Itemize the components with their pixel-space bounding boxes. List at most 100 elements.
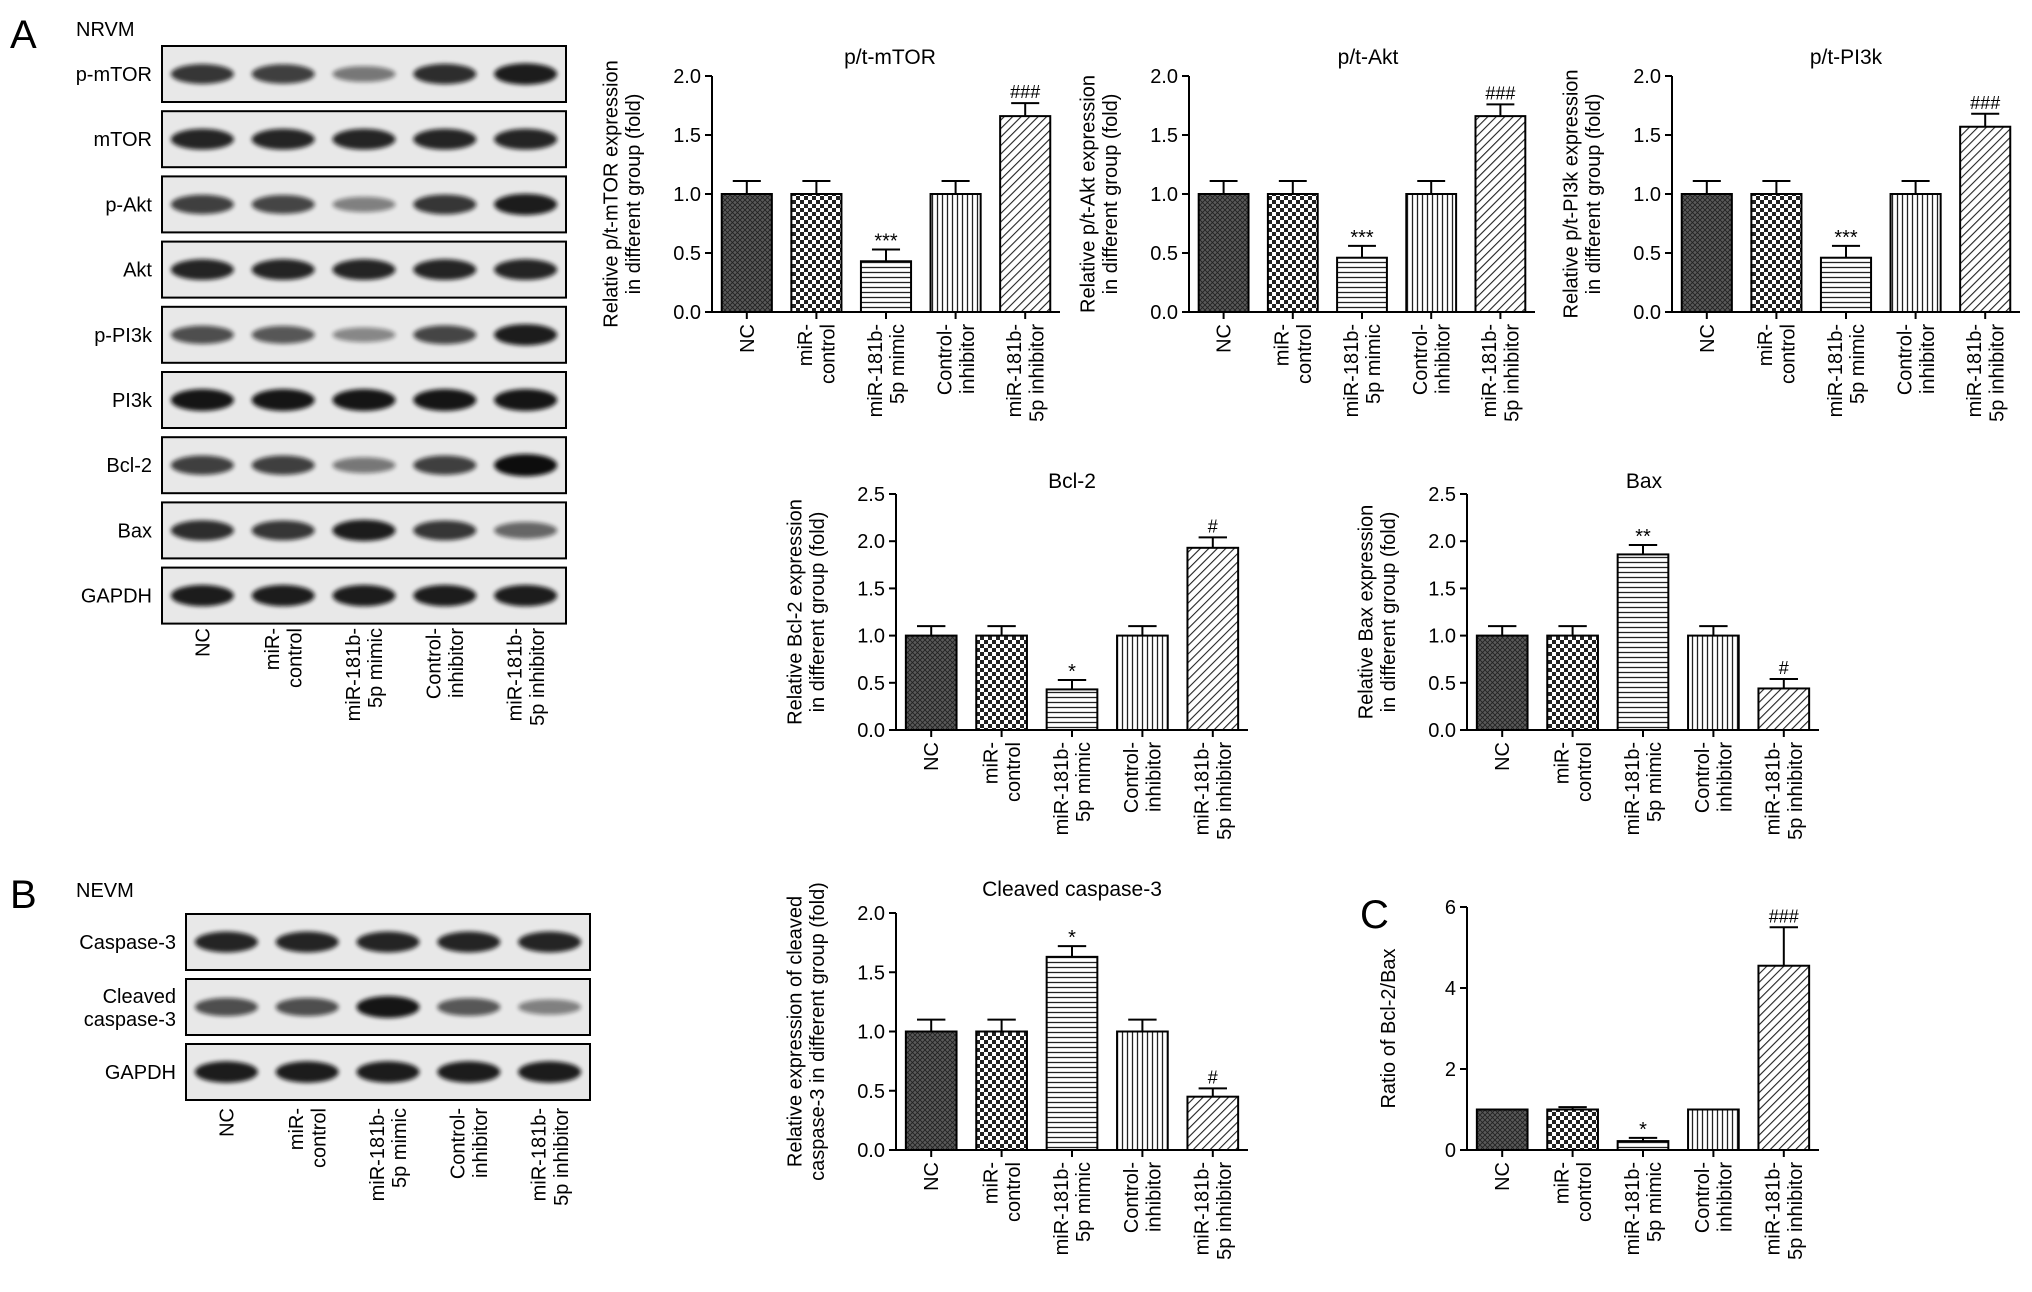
blot-band — [332, 259, 396, 281]
western-blot-a: p-mTOR mTOR p-Akt Akt p-PI3k PI3k Bcl-2 Bax GAPD… — [76, 45, 567, 726]
blot-band — [332, 389, 396, 411]
significance-marker: ** — [1635, 526, 1651, 548]
y-axis-label: Relative p/t-mTOR expression — [601, 60, 623, 328]
panel-letter-b: B — [10, 873, 37, 917]
bar — [1045, 688, 1099, 732]
blot-band — [332, 196, 396, 213]
blot-band — [251, 259, 315, 281]
group-label-line: control — [1294, 324, 1316, 384]
blot-band — [332, 519, 396, 542]
group-label: Control-inhibitor — [934, 324, 978, 395]
y-tick-label: 0.0 — [857, 1140, 885, 1162]
bar — [1186, 1095, 1240, 1152]
group-label-line: miR- — [262, 628, 284, 670]
group-label-line: miR-181b- — [865, 324, 887, 417]
group-label: miR-181b- 5p inhibitor — [504, 628, 548, 726]
group-label: miR-181b- 5p inhibitor — [1192, 1162, 1236, 1260]
group-label-line: 5p mimic — [389, 1108, 411, 1188]
group-label: Control-inhibitor — [1894, 324, 1938, 395]
bar — [1616, 553, 1670, 732]
bar — [1687, 1108, 1740, 1151]
group-label-line: 5p inhibitor — [551, 1108, 573, 1206]
blot-band — [518, 999, 582, 1015]
bar — [1266, 193, 1319, 313]
group-label: miR-181b- 5p inhibitor — [1004, 324, 1048, 422]
blot-b-cell-label: NEVM — [76, 880, 134, 902]
group-label-line: miR- — [286, 1108, 308, 1150]
blot-row-label: mTOR — [93, 129, 152, 151]
group-label-line: inhibitor — [1144, 1162, 1166, 1232]
group-label: Control-inhibitor — [448, 1108, 492, 1179]
y-tick-label: 2.0 — [1150, 66, 1178, 88]
group-label: NC — [1492, 742, 1514, 771]
group-label-line: NC — [192, 628, 214, 657]
y-tick-label: 0 — [1445, 1140, 1456, 1162]
bar — [1687, 634, 1740, 731]
group-label-line: miR- — [1755, 324, 1777, 366]
group-label: miR-control — [795, 324, 839, 384]
y-tick-label: 0.0 — [1428, 720, 1456, 742]
blot-band — [170, 128, 234, 150]
y-tick-label: 0.0 — [1150, 302, 1178, 324]
chart-title: p/t-mTOR — [844, 46, 936, 69]
chart-title: Bcl-2 — [1048, 470, 1096, 493]
y-axis-label: in different group (fold) — [807, 512, 829, 713]
group-label-line: 5p mimic — [1847, 324, 1869, 404]
group-label-line: inhibitor — [957, 324, 979, 394]
y-tick-label: 0.5 — [857, 1081, 885, 1103]
bar — [1959, 125, 2012, 313]
y-tick-label: 1.5 — [857, 578, 885, 600]
significance-marker: * — [1068, 661, 1076, 683]
blot-row-label: Akt — [123, 260, 152, 282]
group-label-line: 5p inhibitor — [1026, 324, 1048, 422]
bar — [1616, 1140, 1670, 1151]
group-label-line: miR-181b- — [1192, 1162, 1214, 1255]
group-label-line: miR-181b- — [1341, 324, 1363, 417]
group-label: NC — [737, 324, 759, 353]
bar — [1045, 955, 1099, 1151]
y-tick-label: 2.0 — [673, 66, 701, 88]
group-label-line: control — [1003, 742, 1025, 802]
blot-band — [518, 931, 582, 953]
significance-marker: ### — [1010, 82, 1040, 102]
bar — [1336, 256, 1388, 313]
blot-band — [413, 455, 477, 475]
blot-row-label: Caspase-3 — [79, 932, 176, 954]
blot-band — [332, 128, 396, 150]
blot-band — [251, 64, 315, 84]
blot-band — [494, 521, 558, 539]
blot-band — [170, 194, 234, 215]
blot-band — [494, 584, 558, 607]
group-label-line: 5p inhibitor — [1986, 324, 2008, 422]
group-label: miR-181b- 5p inhibitor — [1192, 742, 1236, 840]
group-label-line: Control- — [1894, 324, 1916, 395]
group-label: NC — [1697, 324, 1719, 353]
group-label-line: 5p inhibitor — [1214, 742, 1236, 840]
group-label-line: 5p inhibitor — [1785, 742, 1807, 840]
bar — [790, 193, 843, 313]
blot-band — [413, 259, 477, 281]
significance-marker: *** — [1350, 227, 1374, 249]
bar — [1889, 193, 1942, 313]
bar — [904, 1030, 958, 1151]
blot-band — [170, 520, 234, 541]
blot-band — [170, 64, 234, 84]
blot-band — [251, 520, 315, 541]
group-label: miR-control — [1551, 742, 1595, 802]
y-tick-label: 0.0 — [857, 720, 885, 742]
group-label: miR-control — [980, 1162, 1024, 1222]
group-label-line: miR-181b- — [1622, 1162, 1644, 1255]
blot-band — [170, 584, 234, 607]
group-label-line: Control- — [934, 324, 956, 395]
bar — [1186, 546, 1240, 731]
y-axis-label-group: Relative p/t-Akt expression in different … — [1078, 75, 1122, 313]
group-label-line: 5p inhibitor — [1214, 1162, 1236, 1260]
y-tick-label: 1.5 — [1633, 125, 1661, 147]
group-label-line: 5p inhibitor — [527, 628, 549, 726]
blot-row-label: p-mTOR — [76, 64, 152, 86]
blot-row-label: GAPDH — [81, 586, 152, 608]
group-label-line: Control- — [448, 1108, 470, 1179]
bar — [720, 193, 773, 313]
blot-band — [494, 63, 558, 85]
bar — [1116, 1030, 1169, 1151]
